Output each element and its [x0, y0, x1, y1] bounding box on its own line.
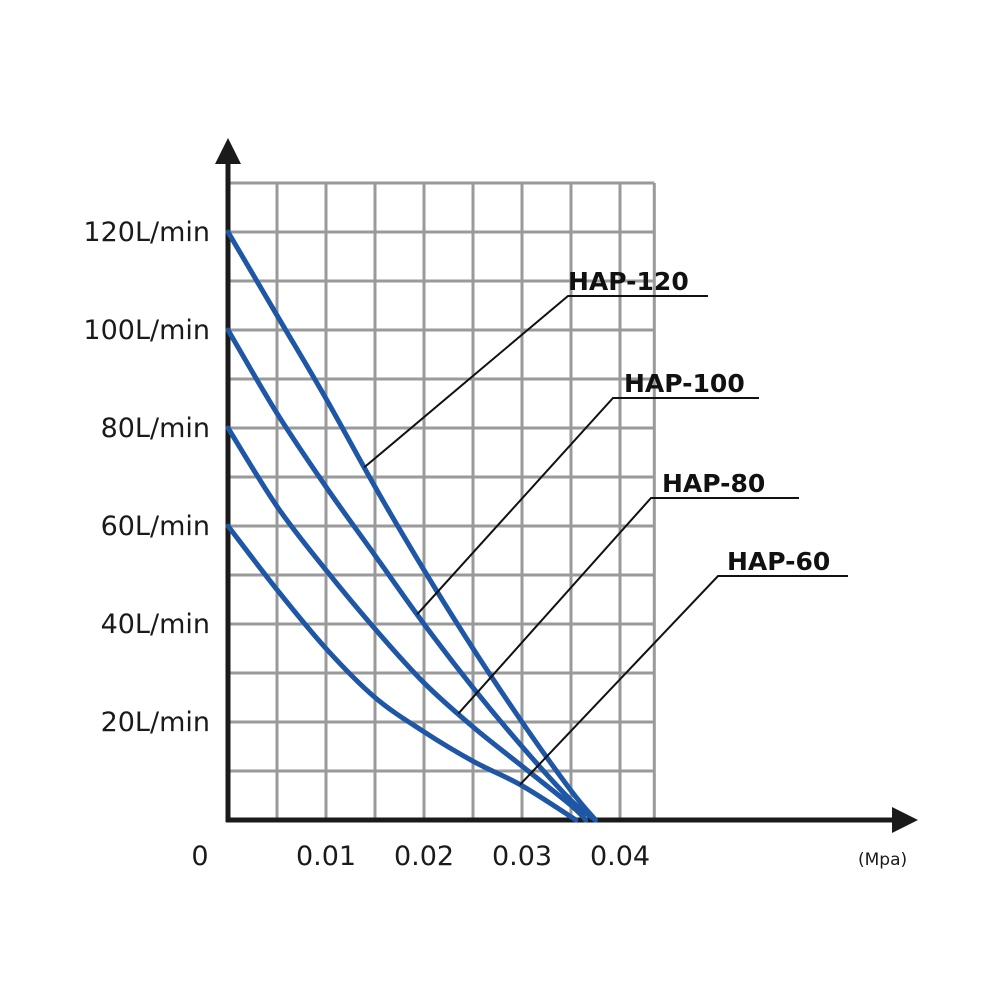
series-label-hap-80: HAP-80: [662, 469, 765, 498]
leader-line-hap-100: [416, 397, 759, 616]
series-label-hap-120: HAP-120: [568, 267, 689, 296]
y-tick-label: 20L/min: [101, 707, 210, 738]
leader-line-hap-120: [363, 295, 708, 469]
series-line-hap-120: [225, 229, 598, 823]
y-tick-labels: 20L/min 40L/min 60L/min 80L/min 100L/min 120L…: [83, 217, 210, 738]
y-axis-arrow: [215, 138, 241, 164]
curves: [225, 229, 598, 823]
leader-line-hap-80: [457, 497, 799, 715]
y-tick-label: 40L/min: [101, 609, 210, 640]
series-label-hap-60: HAP-60: [727, 547, 830, 576]
series-line-hap-60: [225, 523, 579, 823]
y-tick-label: 80L/min: [101, 413, 210, 444]
series-label-leaders: [363, 295, 848, 786]
x-axis-arrow: [892, 807, 918, 833]
x-tick-label: 0.01: [296, 841, 356, 872]
x-tick-labels: 0 (Mpa) 0.01 0.02 0.03 0.04: [191, 841, 907, 872]
series-labels: HAP-120 HAP-100 HAP-80 HAP-60: [568, 267, 830, 576]
y-tick-label: 100L/min: [83, 315, 210, 346]
series-line-hap-80: [225, 425, 589, 823]
y-tick-label: 120L/min: [83, 217, 210, 248]
x-tick-label: 0.04: [590, 841, 650, 872]
x-tick-label: 0.02: [394, 841, 454, 872]
leader-line-hap-60: [519, 575, 848, 786]
x-tick-label: 0.03: [492, 841, 552, 872]
x-origin-label: 0: [191, 841, 208, 872]
x-unit-label: (Mpa): [858, 850, 907, 870]
series-label-hap-100: HAP-100: [624, 369, 745, 398]
y-tick-label: 60L/min: [101, 511, 210, 542]
axes: [215, 138, 918, 833]
